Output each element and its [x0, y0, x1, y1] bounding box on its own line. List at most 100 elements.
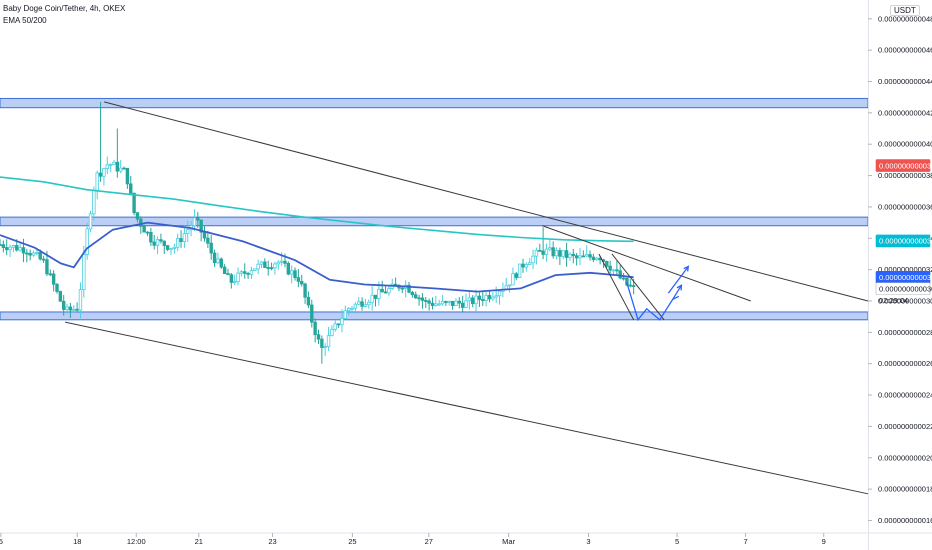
- candle: [232, 274, 237, 286]
- candle: [437, 299, 441, 306]
- candle: [129, 175, 133, 195]
- candle: [179, 230, 183, 248]
- candle: [239, 270, 244, 277]
- candle: [5, 239, 9, 256]
- candle: [521, 258, 525, 273]
- candle: [471, 295, 475, 308]
- candle: [88, 210, 93, 233]
- candle: [524, 262, 529, 272]
- candle: [447, 300, 451, 306]
- candle: [25, 248, 29, 263]
- candle: [65, 303, 69, 314]
- zones-layer: [0, 97, 869, 321]
- candle: [249, 266, 254, 280]
- y-tick-label: 0.00000000004000: [878, 140, 932, 149]
- candle: [491, 292, 495, 302]
- candle: [186, 220, 190, 242]
- candle: [293, 267, 297, 281]
- x-tick-label: 9: [822, 537, 826, 546]
- candle: [259, 260, 264, 269]
- candle: [450, 300, 455, 310]
- svg-text:0.00000000003383: 0.00000000003383: [879, 237, 932, 246]
- price-badge: 0.00000000003151: [875, 271, 932, 284]
- x-tick-label: 27: [425, 537, 433, 546]
- candle: [403, 280, 408, 298]
- candle: [142, 224, 146, 233]
- y-tick-label: 0.00000000004400: [878, 77, 932, 86]
- candle: [296, 268, 301, 288]
- ema-layer: [0, 176, 634, 293]
- candle: [145, 231, 150, 237]
- y-tick-label: 0.00000000002600: [878, 359, 932, 368]
- y-tick-label: 0.00000000002800: [878, 328, 932, 337]
- candle: [353, 302, 358, 314]
- svg-text:0.00000000003151: 0.00000000003151: [879, 273, 932, 282]
- candle: [591, 253, 596, 262]
- candle: [132, 192, 136, 216]
- ema-50-line: [0, 221, 634, 293]
- candle: [497, 289, 502, 305]
- candle: [303, 282, 307, 304]
- candle: [346, 306, 351, 316]
- candle: [256, 259, 260, 275]
- chart-legend: Baby Doge Coin/Tether, 4h, OKEX EMA 50/2…: [3, 3, 125, 27]
- price-badge: 0.00000000003383: [875, 234, 932, 248]
- currency-label[interactable]: USDT: [890, 5, 920, 16]
- candle: [41, 255, 46, 263]
- candle: [615, 260, 619, 275]
- candle: [155, 236, 160, 255]
- candle: [266, 260, 270, 276]
- candle: [578, 248, 582, 265]
- candle: [152, 234, 156, 250]
- candle: [226, 268, 230, 276]
- wedge-lower-line-2: [611, 253, 665, 321]
- candle: [581, 250, 586, 258]
- candle: [139, 216, 143, 234]
- y-tick-label: 0.00000000003600: [878, 202, 932, 211]
- candle: [169, 248, 173, 256]
- candles-layer: [0, 101, 636, 364]
- countdown-label: 02:29:04: [879, 296, 908, 305]
- candle: [330, 325, 334, 337]
- candle: [243, 263, 247, 279]
- candle: [333, 320, 337, 332]
- candle: [108, 163, 113, 173]
- indicator-label: EMA 50/200: [3, 16, 47, 25]
- candle: [360, 297, 364, 311]
- candle: [558, 247, 562, 265]
- candle: [192, 209, 197, 231]
- candle: [457, 297, 462, 309]
- x-tick-label: 18: [73, 537, 81, 546]
- candle: [246, 271, 250, 279]
- candle: [269, 262, 274, 271]
- candle: [534, 247, 539, 265]
- candle: [222, 264, 227, 275]
- candle: [323, 343, 327, 357]
- candle: [588, 250, 592, 261]
- candle: [310, 299, 314, 328]
- y-tick-label: 0.00000000004600: [878, 46, 932, 55]
- candle: [531, 249, 535, 270]
- candle: [162, 240, 166, 254]
- candle: [58, 290, 63, 302]
- x-tick-label: 25: [348, 537, 356, 546]
- y-tick-label: 0.00000000004800: [878, 14, 932, 23]
- candle: [122, 166, 126, 170]
- x-tick-label: 5: [0, 537, 3, 546]
- candle: [18, 243, 22, 252]
- y-tick-label: 0.00000000002000: [878, 453, 932, 462]
- candle: [253, 268, 257, 272]
- svg-text:0.00000000003078: 0.00000000003078: [879, 285, 932, 294]
- candle: [434, 295, 438, 307]
- candle: [343, 305, 348, 319]
- candle: [98, 101, 103, 182]
- candle: [380, 280, 384, 293]
- candle: [484, 292, 488, 307]
- candle: [313, 318, 317, 343]
- candle: [236, 267, 240, 286]
- x-tick-label: 23: [268, 537, 276, 546]
- x-tick-label: 12:00: [127, 537, 146, 546]
- candle: [430, 297, 435, 310]
